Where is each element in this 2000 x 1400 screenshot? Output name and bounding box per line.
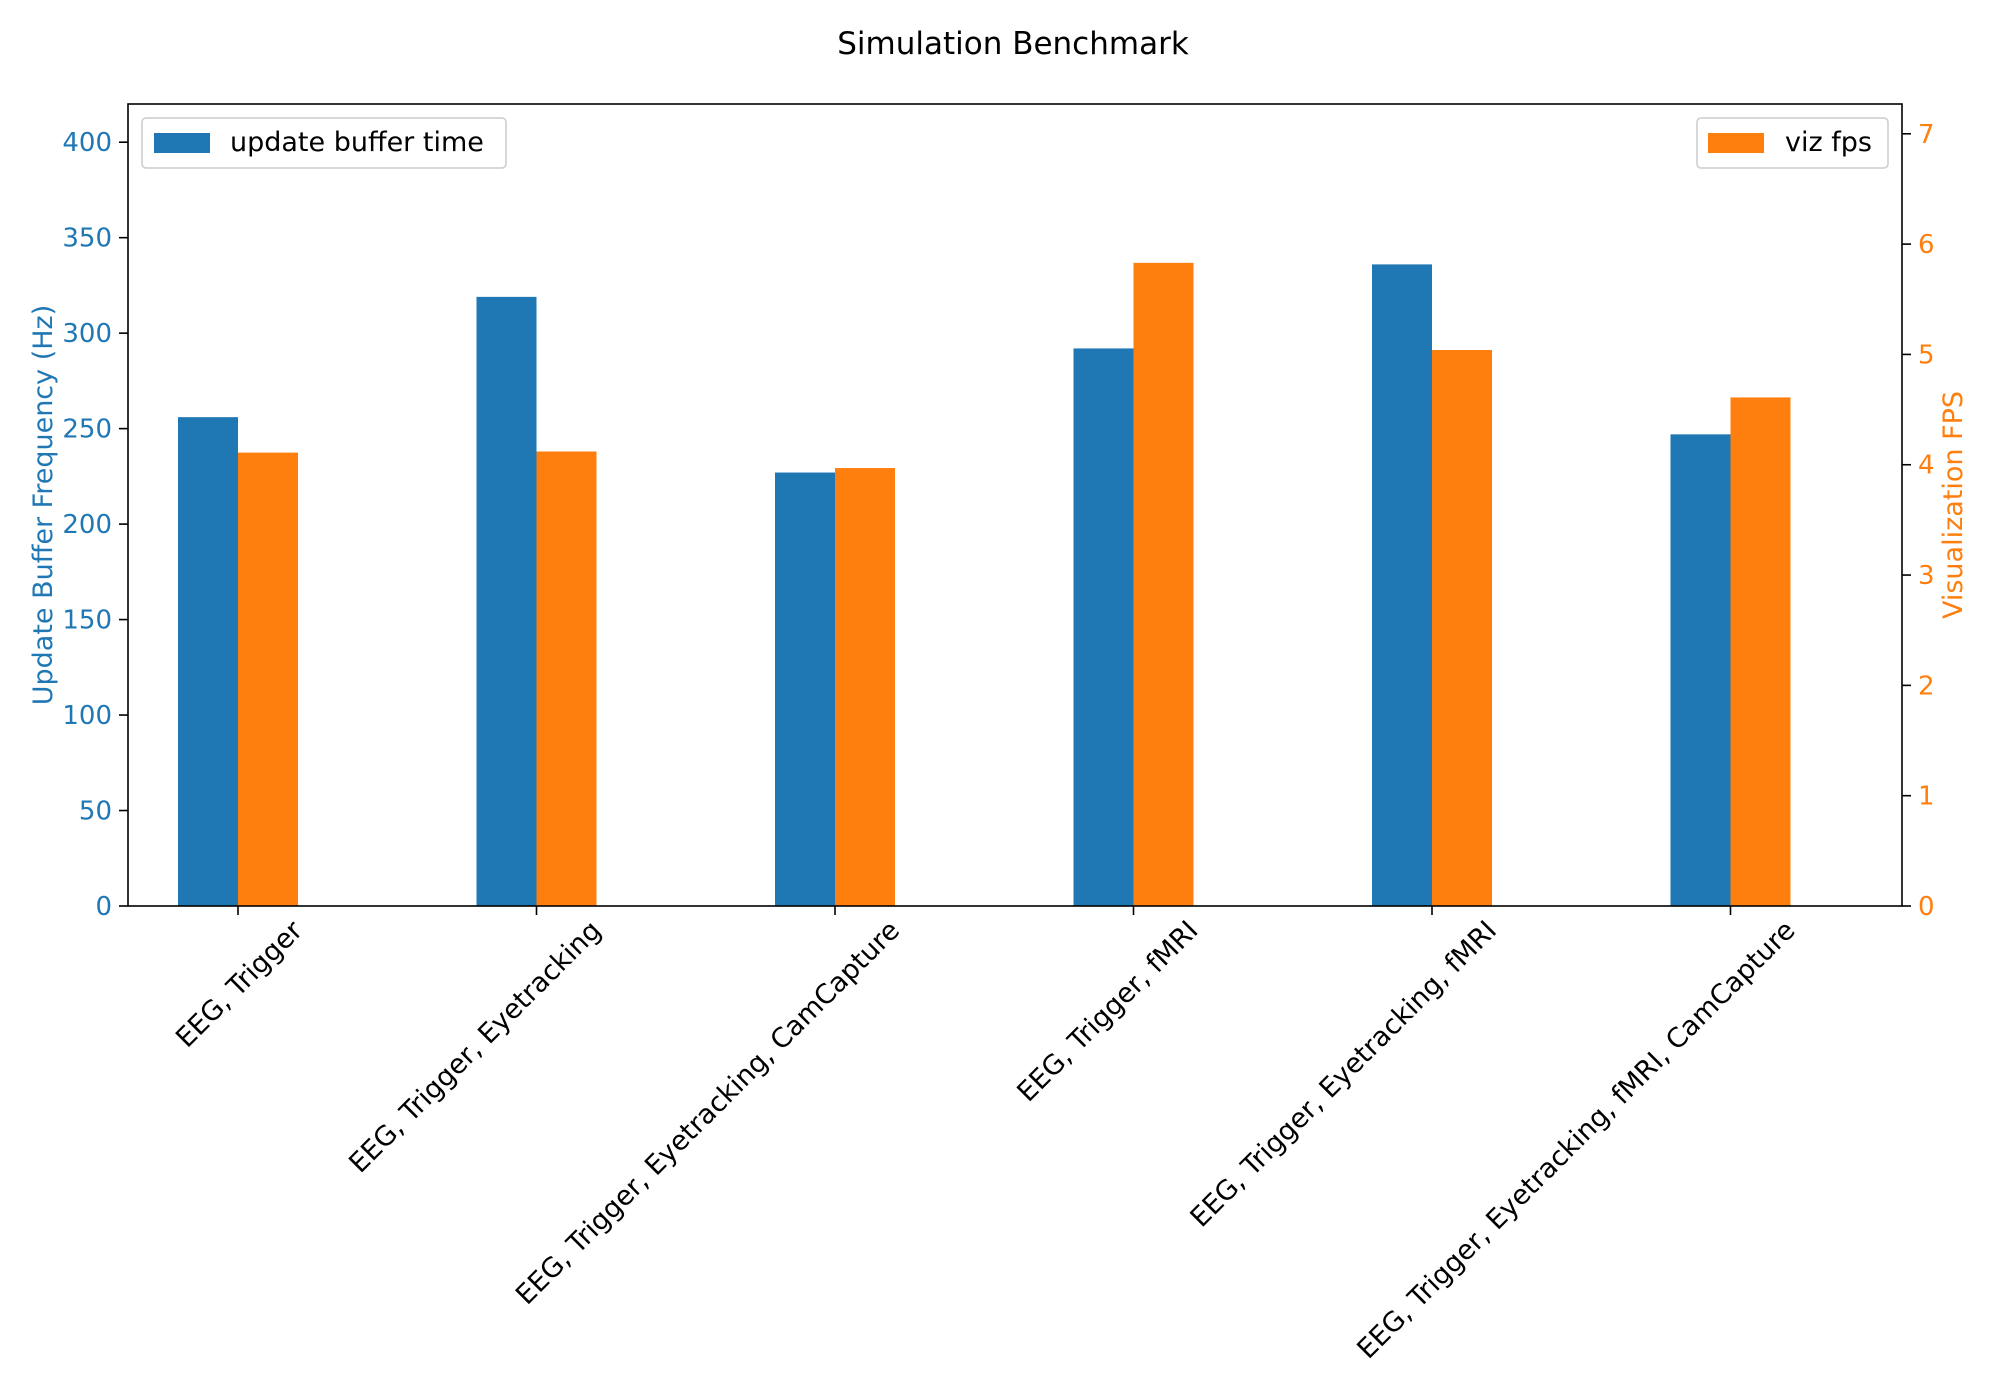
bar-viz-fps-0 [238,452,298,906]
x-tick-label-0: EEG, Trigger [170,914,309,1053]
left-tick-label-3: 150 [62,606,112,636]
legend-left-swatch [154,133,210,153]
bar-viz-fps-3 [1133,262,1194,906]
left-tick-label-4: 200 [62,510,112,540]
right-tick-label-0: 0 [1918,892,1935,922]
x-tick-label-3: EEG, Trigger, fMRI [1011,915,1204,1108]
bar-update-buffer-0 [178,417,238,906]
left-y-axis: 0 50 100 150 200 250 300 350 400 [62,128,128,922]
x-tick-label-1: EEG, Trigger, Eyetracking [343,915,607,1179]
legend-left-box [141,117,507,169]
plot-frame [127,103,1903,907]
left-tick-label-8: 400 [62,128,112,158]
bar-viz-fps-1 [536,451,597,906]
bar-update-buffer-4 [1372,264,1432,906]
left-tick-label-6: 300 [62,319,112,349]
bar-viz-fps-2 [835,468,895,906]
legend-left-label: update buffer time [230,127,484,158]
right-tick-label-2: 2 [1918,671,1935,701]
bars-group [178,262,1791,906]
legend-right-box [1696,117,1889,169]
left-tick-label-1: 50 [79,797,112,827]
right-axis-label: Visualization FPS [1938,391,1969,619]
left-tick-label-5: 250 [62,415,112,445]
legend-right-label: viz fps [1785,127,1872,158]
legend-right-swatch [1708,133,1764,153]
bar-viz-fps-4 [1432,350,1492,906]
right-tick-label-1: 1 [1918,782,1935,812]
right-tick-label-5: 5 [1918,340,1935,370]
bar-update-buffer-1 [476,296,537,906]
right-tick-label-4: 4 [1918,451,1935,481]
bar-update-buffer-2 [775,472,835,906]
chart-title: Simulation Benchmark [837,26,1189,62]
right-tick-label-7: 7 [1918,120,1935,150]
bar-update-buffer-5 [1670,434,1731,906]
x-tick-label-4: EEG, Trigger, Eyetracking, fMRI [1185,915,1503,1233]
right-tick-label-3: 3 [1918,561,1935,591]
right-tick-label-6: 6 [1918,230,1935,260]
right-y-axis: 0 1 2 3 4 5 6 7 [1902,120,1935,922]
x-axis: EEG, Trigger EEG, Trigger, Eyetracking EEG… [170,906,1801,1365]
left-tick-label-7: 350 [62,224,112,254]
legend-viz-fps: viz fps [1696,117,1889,169]
left-tick-label-0: 0 [95,892,112,922]
bar-update-buffer-3 [1073,348,1134,906]
legend-update-buffer: update buffer time [141,117,507,169]
bar-viz-fps-5 [1730,397,1791,906]
left-axis-label: Update Buffer Frequency (Hz) [28,305,59,706]
left-tick-label-2: 100 [62,701,112,731]
